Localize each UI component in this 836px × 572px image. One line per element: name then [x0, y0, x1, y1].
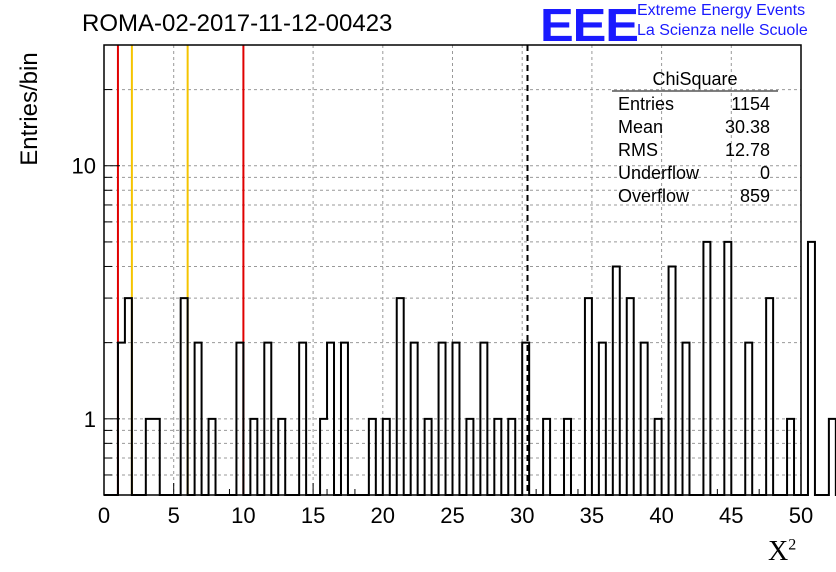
- x-tick-label: 0: [98, 503, 110, 528]
- stats-label: Mean: [618, 117, 663, 137]
- stats-value: 12.78: [725, 140, 770, 160]
- x-axis-label-superscript: 2: [788, 536, 797, 554]
- stats-value: 0: [760, 163, 770, 183]
- x-tick-label: 30: [510, 503, 534, 528]
- y-tick-label: 1: [84, 407, 96, 432]
- axis-ticks: 0 5 10 15 20 25 30 35 40 45 50 1 10: [72, 89, 813, 528]
- stats-label: RMS: [618, 140, 658, 160]
- x-tick-label: 20: [371, 503, 395, 528]
- eee-logo: EEE: [540, 0, 639, 51]
- stats-box: ChiSquare Entries 1154 Mean 30.38 RMS 12.78 Und…: [612, 69, 778, 206]
- logo-text-line2: La Scienza nelle Scuole: [637, 22, 808, 39]
- stats-value: 859: [740, 186, 770, 206]
- x-tick-label: 15: [301, 503, 325, 528]
- stats-label: Overflow: [618, 186, 690, 206]
- stats-value: 1154: [731, 94, 770, 114]
- logo-text-line1: Extreme Energy Events: [637, 2, 806, 19]
- x-tick-label: 25: [440, 503, 464, 528]
- x-tick-label: 40: [649, 503, 673, 528]
- x-axis-label-base: X: [768, 536, 789, 567]
- chart-title: ROMA-02-2017-11-12-00423: [82, 10, 393, 37]
- x-axis-label: X2: [768, 536, 796, 568]
- x-tick-label: 45: [719, 503, 743, 528]
- x-tick-label: 5: [168, 503, 180, 528]
- x-tick-label: 50: [789, 503, 813, 528]
- stats-label: Entries: [618, 94, 674, 114]
- y-tick-label: 10: [72, 154, 96, 179]
- stats-value: 30.38: [725, 117, 770, 137]
- histogram-outline: [104, 240, 836, 496]
- x-tick-label: 35: [580, 503, 604, 528]
- stats-label: Underflow: [618, 163, 700, 183]
- x-tick-label: 10: [231, 503, 255, 528]
- stats-title: ChiSquare: [652, 69, 737, 89]
